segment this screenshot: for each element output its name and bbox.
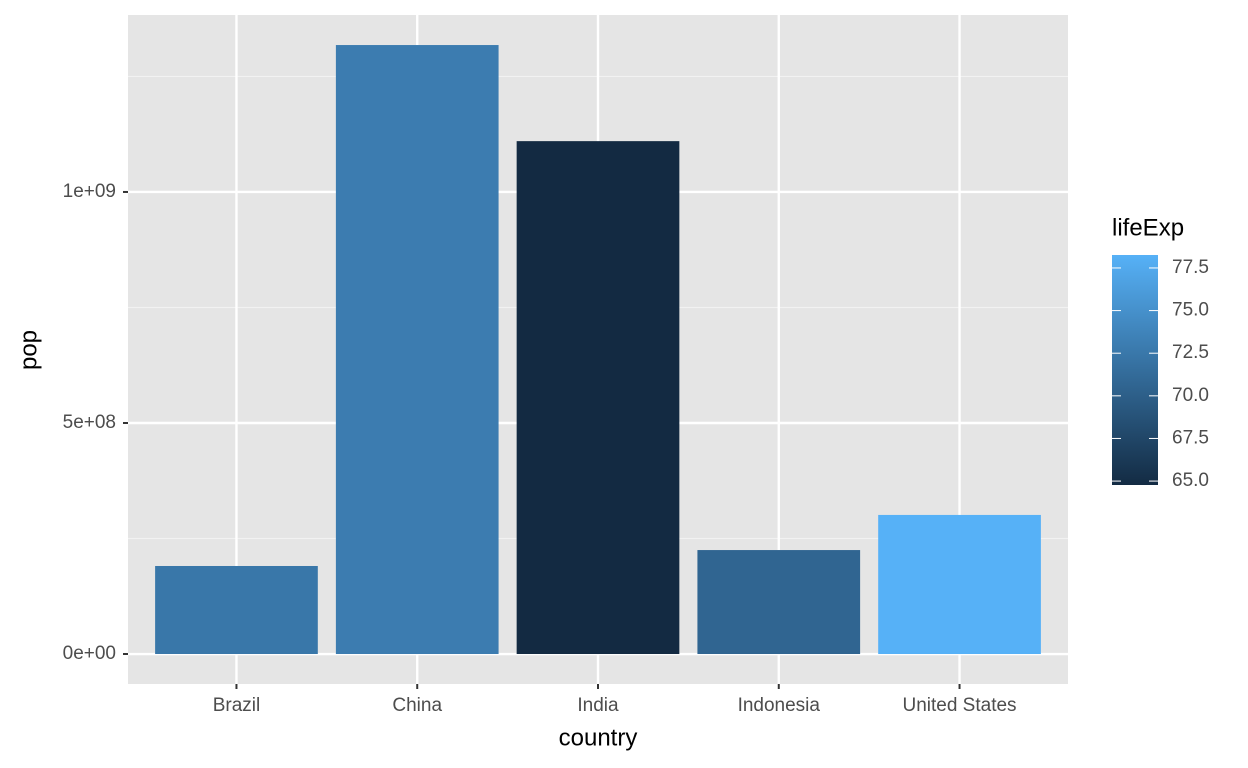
x-tick-label: Brazil	[213, 695, 261, 716]
bar	[697, 550, 861, 655]
x-axis-title: country	[559, 724, 638, 751]
legend-tick-label: 77.5	[1172, 257, 1209, 278]
bar	[516, 141, 680, 655]
colorbar	[1112, 255, 1158, 485]
legend-tick-label: 65.0	[1172, 470, 1209, 491]
legend-tick-label: 75.0	[1172, 300, 1209, 321]
legend-tick-label: 67.5	[1172, 427, 1209, 448]
bar	[878, 514, 1041, 655]
y-tick-label: 1e+09	[63, 181, 116, 202]
x-tick-label: India	[577, 695, 619, 716]
legend-tick-label: 72.5	[1172, 342, 1209, 363]
x-tick-label: Indonesia	[738, 695, 821, 716]
bar	[335, 45, 499, 655]
legend-title: lifeExp	[1112, 214, 1184, 241]
x-tick-label: United States	[902, 695, 1016, 716]
y-tick-label: 0e+00	[63, 643, 116, 664]
bar	[155, 565, 318, 655]
legend-tick-label: 70.0	[1172, 385, 1209, 406]
y-axis-title: pop	[15, 330, 42, 370]
x-tick-label: China	[392, 695, 442, 716]
y-tick-label: 5e+08	[63, 412, 116, 433]
